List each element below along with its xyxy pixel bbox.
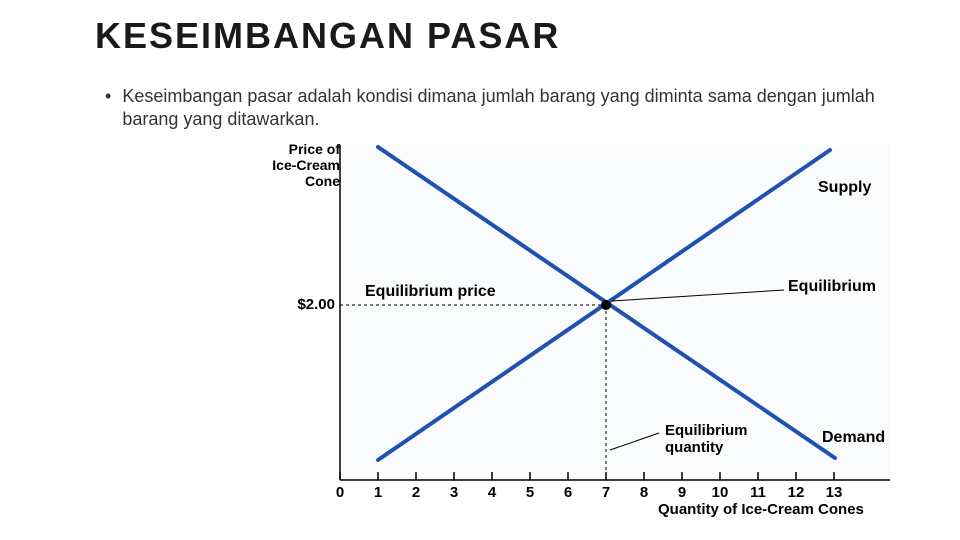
equilibrium-label: Equilibrium xyxy=(788,278,876,296)
x-tick-label: 0 xyxy=(328,484,352,501)
x-tick-label: 10 xyxy=(708,484,732,501)
y-axis-label: Price ofIce-CreamCone xyxy=(240,141,340,189)
bullet-item: • Keseimbangan pasar adalah kondisi dima… xyxy=(105,85,900,132)
x-tick-label: 3 xyxy=(442,484,466,501)
demand-label: Demand xyxy=(822,429,885,447)
x-tick-label: 9 xyxy=(670,484,694,501)
x-tick-label: 6 xyxy=(556,484,580,501)
supply-label: Supply xyxy=(818,179,871,197)
x-axis-title: Quantity of Ice-Cream Cones xyxy=(658,501,864,518)
equilibrium-price-label: Equilibrium price xyxy=(365,283,496,301)
x-tick-label: 11 xyxy=(746,484,770,501)
x-tick-label: 5 xyxy=(518,484,542,501)
y-tick-equilibrium: $2.00 xyxy=(285,296,335,313)
x-tick-label: 12 xyxy=(784,484,808,501)
x-tick-label: 4 xyxy=(480,484,504,501)
equilibrium-qty-label: Equilibriumquantity xyxy=(665,423,748,456)
equilibrium-chart: Price ofIce-CreamCone $2.00 Supply Deman… xyxy=(190,135,890,525)
chart-svg xyxy=(190,135,890,525)
bullet-text: Keseimbangan pasar adalah kondisi dimana… xyxy=(122,85,882,132)
x-tick-label: 1 xyxy=(366,484,390,501)
x-tick-label: 2 xyxy=(404,484,428,501)
page-title: KESEIMBANGAN PASAR xyxy=(95,15,560,57)
x-tick-label: 13 xyxy=(822,484,846,501)
x-tick-label: 7 xyxy=(594,484,618,501)
x-tick-label: 8 xyxy=(632,484,656,501)
bullet-marker: • xyxy=(105,85,111,108)
